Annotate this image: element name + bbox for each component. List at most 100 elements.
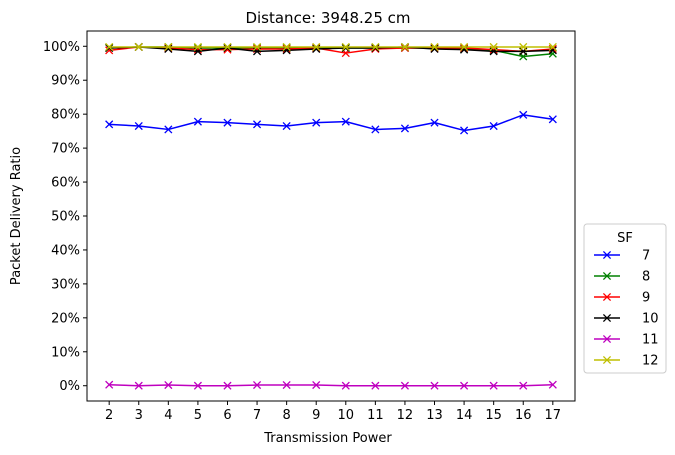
data-point <box>548 115 557 124</box>
data-point <box>164 380 173 390</box>
legend-marker <box>602 313 612 323</box>
data-point <box>489 121 498 131</box>
y-tick-label: 100% <box>43 40 80 55</box>
x-tick-label: 10 <box>338 408 355 423</box>
data-point <box>341 117 350 126</box>
series-7 <box>105 110 557 135</box>
legend: SF 7 8 9 10 11 12 <box>583 223 667 374</box>
legend-title: SF <box>617 231 633 246</box>
y-tick-label: 50% <box>51 210 80 225</box>
data-point <box>519 42 528 52</box>
data-point <box>400 42 409 52</box>
data-point <box>371 125 380 134</box>
data-point <box>282 380 291 390</box>
data-point <box>253 42 262 52</box>
legend-label: 11 <box>642 333 659 348</box>
data-point <box>105 380 114 389</box>
x-tick-label: 4 <box>164 408 172 423</box>
legend-item: 10 <box>594 312 659 327</box>
legend-marker <box>602 292 612 302</box>
data-point <box>193 42 202 52</box>
data-point <box>489 381 498 390</box>
legend-marker <box>602 250 612 260</box>
x-tick-label: 17 <box>545 408 562 423</box>
y-tick-label: 70% <box>51 142 80 157</box>
legend-box <box>583 223 667 374</box>
x-tick-label: 3 <box>135 408 143 423</box>
data-point <box>430 43 439 53</box>
x-tick-label: 9 <box>312 408 320 423</box>
data-point <box>400 124 409 133</box>
x-tick-label: 12 <box>397 408 414 423</box>
legend-item: 11 <box>594 333 659 348</box>
data-point <box>430 118 439 127</box>
y-tick-label: 0% <box>59 379 80 394</box>
data-point <box>193 117 202 126</box>
x-tick-label: 13 <box>426 408 443 423</box>
x-tick-label: 6 <box>223 408 231 423</box>
x-tick-label: 11 <box>367 408 384 423</box>
plot-area-frame <box>86 30 576 402</box>
data-point <box>460 126 469 135</box>
legend-marker <box>602 355 612 365</box>
data-point <box>282 121 291 131</box>
x-tick-label: 5 <box>194 408 202 423</box>
x-tick-label: 16 <box>515 408 532 423</box>
legend-label: 10 <box>642 312 659 327</box>
data-point <box>134 381 143 390</box>
legend-item: 12 <box>594 354 659 369</box>
data-point <box>519 381 528 390</box>
data-point <box>164 42 173 52</box>
y-axis: 0% 10% 20% 30% 40% 50% 60% 70% 80% 90% 100% <box>43 40 87 394</box>
data-point <box>341 42 350 52</box>
x-tick-label: 7 <box>253 408 261 423</box>
data-point <box>430 42 439 52</box>
y-tick-label: 80% <box>51 108 80 123</box>
x-tick-label: 15 <box>485 408 502 423</box>
data-point <box>430 381 439 390</box>
data-point <box>489 42 498 52</box>
chart-title: Distance: 3948.25 cm <box>245 9 410 27</box>
legend-item: 7 <box>594 249 650 264</box>
x-tick-label: 2 <box>105 408 113 423</box>
data-point <box>105 120 114 129</box>
legend-label: 9 <box>642 291 650 306</box>
series-line <box>109 383 553 387</box>
series-11 <box>105 380 557 390</box>
data-point <box>253 120 262 129</box>
data-point <box>223 42 232 52</box>
legend-marker <box>602 271 612 281</box>
data-point <box>134 121 143 131</box>
y-tick-label: 40% <box>51 243 80 258</box>
legend-marker <box>602 334 612 344</box>
data-point <box>400 43 409 53</box>
data-point <box>548 380 557 389</box>
series-12 <box>105 42 557 52</box>
data-point <box>223 118 232 127</box>
series-layer <box>105 42 557 390</box>
x-axis: 2 3 4 5 6 7 8 9 10 11 12 13 14 15 16 17 <box>105 401 561 423</box>
data-point <box>519 110 528 119</box>
data-point <box>400 381 409 390</box>
data-point <box>164 43 173 53</box>
series-line <box>109 46 553 53</box>
data-point <box>371 42 380 52</box>
legend-item: 8 <box>594 270 650 285</box>
data-point <box>312 43 321 53</box>
data-point <box>282 46 291 55</box>
legend-label: 8 <box>642 270 650 285</box>
data-point <box>164 125 173 134</box>
data-point <box>460 42 469 52</box>
data-point <box>548 46 557 55</box>
series-line <box>109 46 553 54</box>
data-point <box>105 43 114 53</box>
data-point <box>253 380 262 390</box>
data-point <box>312 118 321 127</box>
x-axis-title: Transmission Power <box>263 431 392 446</box>
data-point <box>282 42 291 52</box>
y-tick-label: 30% <box>51 277 80 292</box>
y-tick-label: 90% <box>51 74 80 89</box>
data-point <box>460 381 469 390</box>
data-point <box>134 42 143 52</box>
legend-item: 9 <box>594 291 650 306</box>
